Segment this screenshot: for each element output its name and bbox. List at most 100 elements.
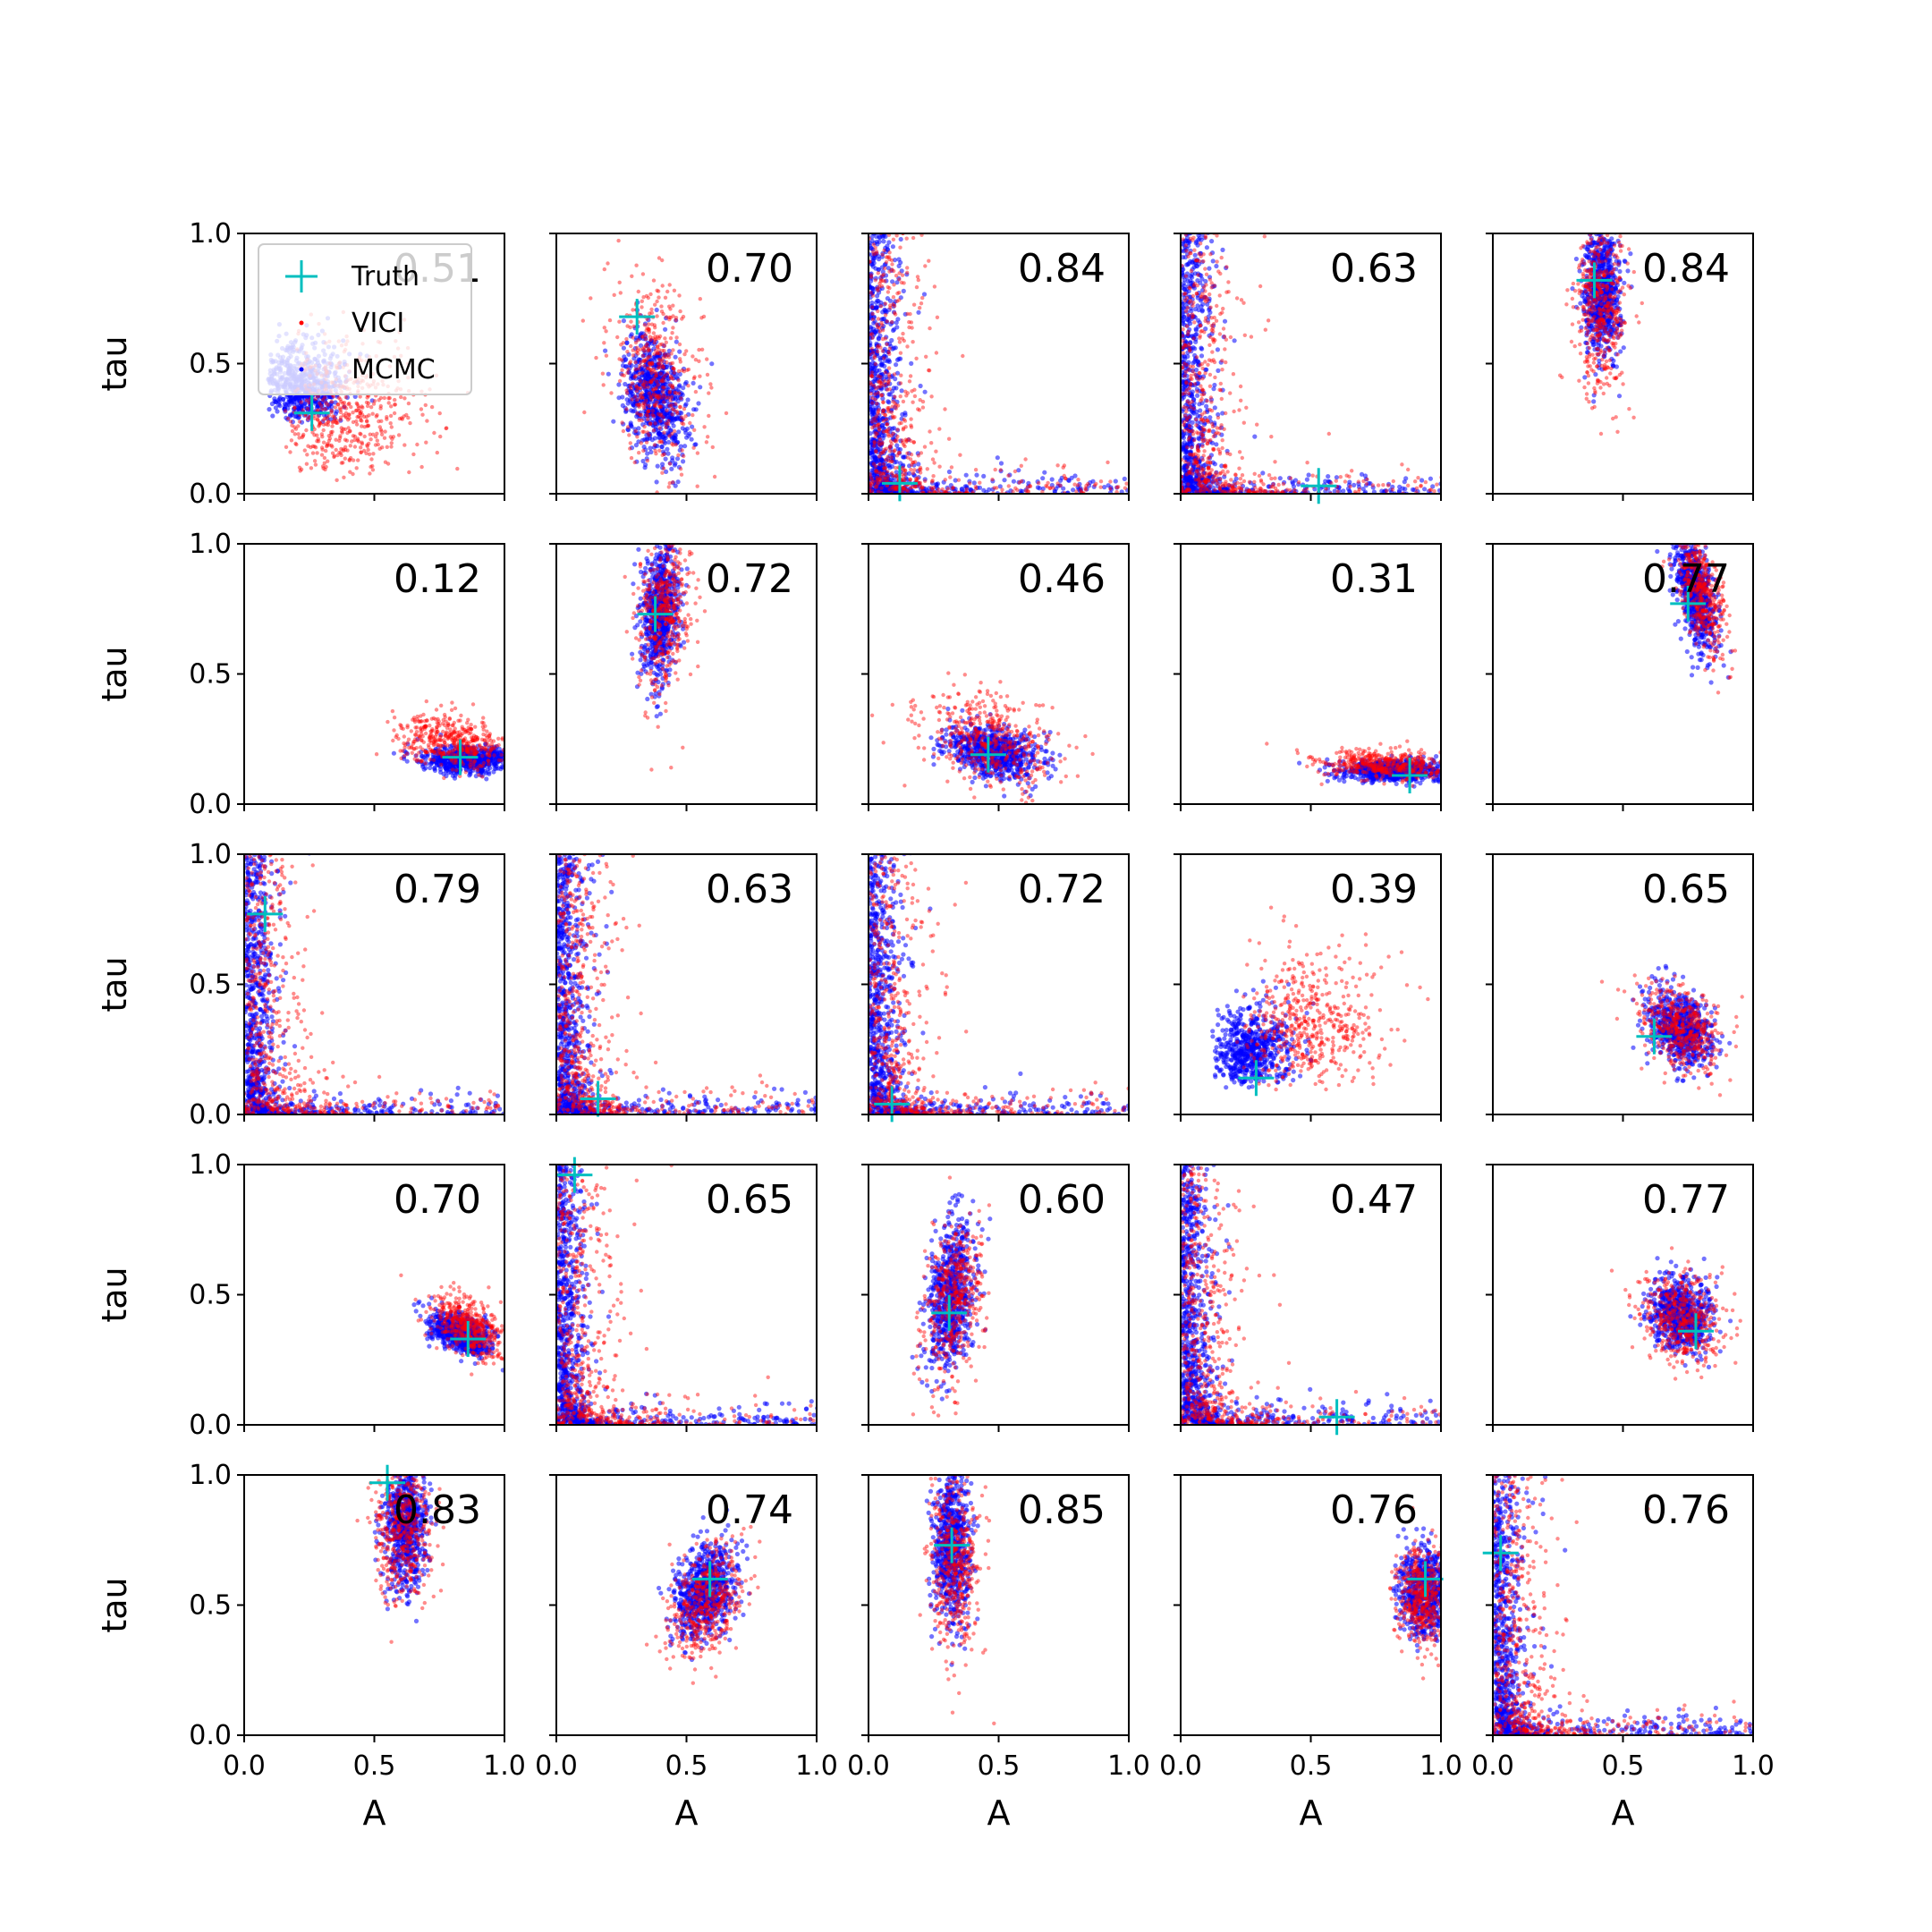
vici-point xyxy=(894,487,898,492)
vici-point xyxy=(589,296,593,301)
mcmc-point xyxy=(894,370,901,376)
mcmc-point xyxy=(1197,320,1202,326)
vici-point xyxy=(1188,222,1191,225)
mcmc-point xyxy=(879,422,886,428)
vici-point xyxy=(665,289,670,294)
mcmc-point xyxy=(646,394,651,399)
mcmc-point xyxy=(888,343,894,349)
vici-point xyxy=(928,486,934,490)
mcmc-point xyxy=(659,411,665,416)
vici-point xyxy=(705,357,709,361)
mcmc-point xyxy=(902,411,908,416)
mcmc-point xyxy=(893,345,898,351)
mcmc-point xyxy=(1191,463,1197,469)
vici-point xyxy=(1182,391,1188,395)
vici-point xyxy=(1200,387,1205,392)
vici-point xyxy=(628,325,632,330)
mcmc-point xyxy=(892,258,898,263)
vici-point xyxy=(665,352,670,357)
mcmc-point xyxy=(681,459,686,464)
vici-point xyxy=(1189,251,1193,256)
mcmc-point xyxy=(869,234,875,240)
vici-point xyxy=(909,453,914,457)
vici-point xyxy=(891,415,895,420)
vici-point xyxy=(869,370,875,375)
vici-point xyxy=(870,401,875,405)
vici-point xyxy=(1063,476,1068,481)
mcmc-point xyxy=(873,352,878,358)
mcmc-point xyxy=(1183,392,1189,397)
mcmc-point xyxy=(918,383,923,389)
vici-point xyxy=(1182,343,1187,347)
vici-point xyxy=(672,370,676,375)
vici-point xyxy=(881,328,886,333)
vici-point xyxy=(1207,465,1211,470)
vici-point xyxy=(664,395,668,400)
vici-point xyxy=(886,255,890,259)
vici-point xyxy=(886,469,890,474)
mcmc-point xyxy=(677,349,682,354)
mcmc-point xyxy=(1193,367,1199,373)
vici-point xyxy=(313,445,318,450)
vici-point xyxy=(369,464,373,470)
vici-point xyxy=(1202,225,1206,229)
mcmc-point xyxy=(653,424,658,430)
vici-point xyxy=(656,395,660,401)
vici-point xyxy=(650,412,655,417)
vici-point xyxy=(884,457,888,462)
vici-point xyxy=(648,292,653,297)
mcmc-point xyxy=(1212,433,1217,438)
mcmc-point xyxy=(1181,310,1186,316)
mcmc-point xyxy=(1181,332,1185,337)
mcmc-point xyxy=(1204,403,1209,409)
vici-point xyxy=(879,382,884,386)
vici-point xyxy=(326,402,330,407)
mcmc-point xyxy=(1306,472,1311,478)
vici-point xyxy=(886,427,891,431)
mcmc-point xyxy=(299,419,305,425)
vici-point xyxy=(1048,486,1053,490)
vici-point xyxy=(1191,453,1196,458)
mcmc-point xyxy=(880,462,886,468)
vici-point xyxy=(891,268,896,274)
vici-point xyxy=(883,279,887,284)
mcmc-point xyxy=(1210,428,1216,435)
vici-point xyxy=(691,445,696,450)
vici-point xyxy=(616,238,621,243)
y-tick-label: 0.0 xyxy=(189,479,232,510)
mcmc-point xyxy=(981,487,987,493)
vici-point xyxy=(1195,444,1200,448)
vici-point xyxy=(925,224,928,227)
vici-point xyxy=(660,348,665,353)
vici-point xyxy=(628,441,632,445)
mcmc-point xyxy=(285,417,291,422)
vici-point xyxy=(341,461,345,465)
vici-point xyxy=(651,278,657,283)
vici-point xyxy=(903,425,908,429)
mcmc-point xyxy=(1345,486,1352,492)
vici-point xyxy=(670,412,674,417)
vici-point xyxy=(873,397,877,402)
vici-point xyxy=(1220,438,1224,443)
vici-point xyxy=(886,284,890,290)
vici-point xyxy=(677,293,682,298)
mcmc-point xyxy=(898,438,903,444)
vici-point xyxy=(1199,219,1203,223)
mcmc-point xyxy=(1224,265,1229,271)
vici-point xyxy=(888,445,893,449)
vici-point xyxy=(1185,445,1190,450)
vici-point xyxy=(919,451,924,455)
vici-point xyxy=(631,308,635,312)
vici-point xyxy=(683,414,688,419)
mcmc-point xyxy=(685,397,691,402)
mcmc-point xyxy=(948,483,953,488)
vici-point xyxy=(352,437,357,443)
vici-point xyxy=(617,280,622,284)
vici-point xyxy=(668,315,673,320)
vici-point xyxy=(1013,486,1018,490)
vici-point xyxy=(636,402,641,407)
mcmc-point xyxy=(283,409,288,414)
vici-point xyxy=(648,421,652,426)
vici-point xyxy=(337,450,342,455)
vici-point xyxy=(1181,237,1185,242)
